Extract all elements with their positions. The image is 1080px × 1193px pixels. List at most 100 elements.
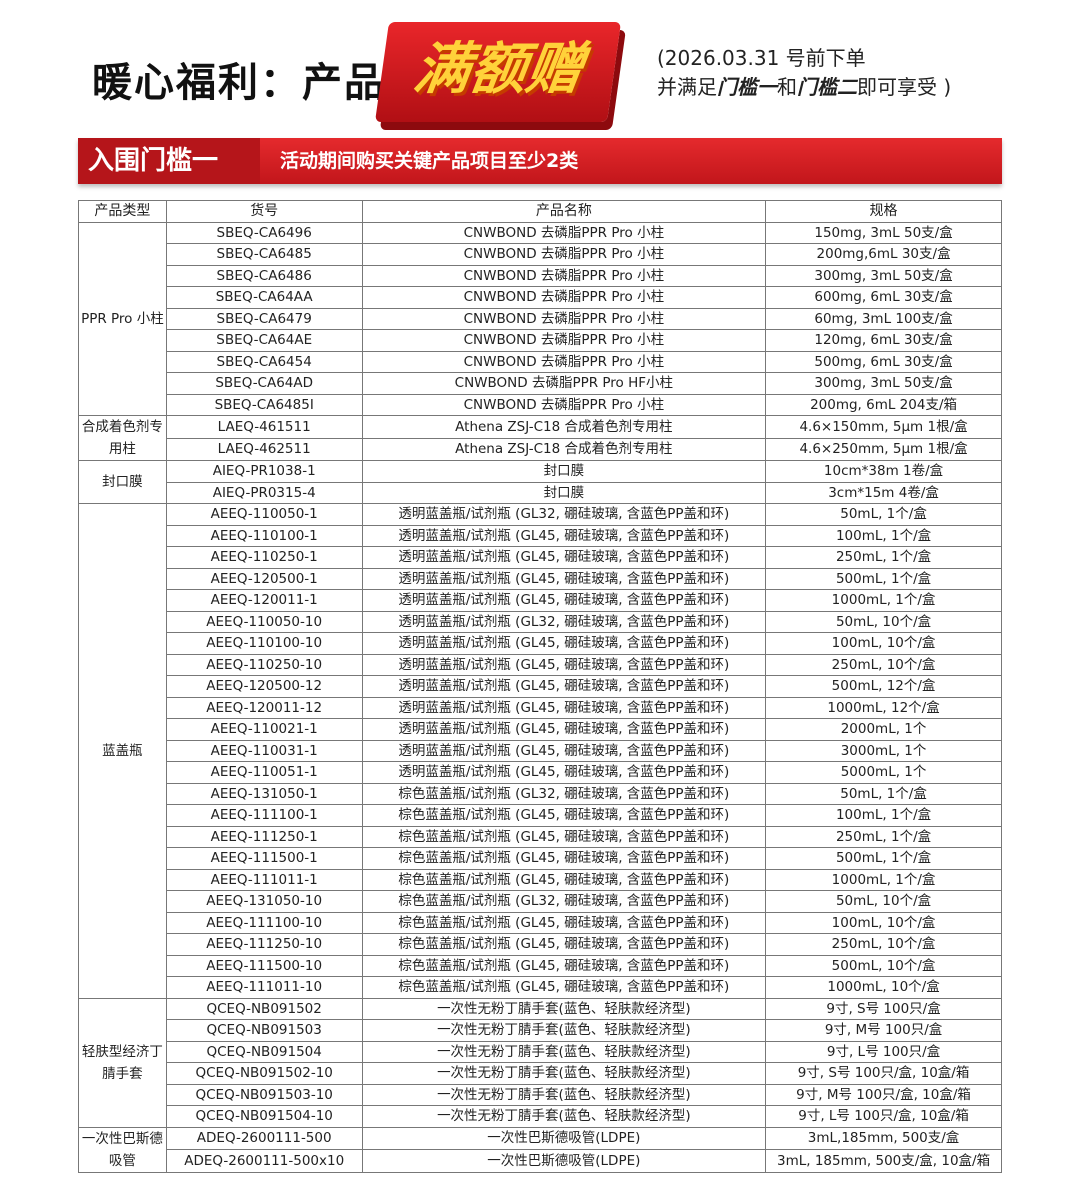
- table-row: SBEQ-CA6479 CNWBOND 去磷脂PPR Pro 小柱 60mg, 3m…: [79, 307, 1002, 330]
- table-row: AEEQ-111250-1 棕色蓝盖瓶/试剂瓶 (GL45, 硼硅玻璃, 含蓝色P…: [79, 825, 1002, 848]
- promo-logo: 满额赠: [374, 22, 622, 122]
- spec-cell: 9寸, M号 100只/盒: [765, 1019, 1002, 1042]
- table-row: AEEQ-110100-1 透明蓝盖瓶/试剂瓶 (GL45, 硼硅玻璃, 含蓝色P…: [79, 524, 1002, 547]
- table-row: AEEQ-111500-1 棕色蓝盖瓶/试剂瓶 (GL45, 硼硅玻璃, 含蓝色P…: [79, 847, 1002, 870]
- item-number-cell: SBEQ-CA64AA: [165, 286, 363, 309]
- product-name-cell: Athena ZSJ-C18 合成着色剂专用柱: [361, 415, 767, 439]
- product-name-cell: CNWBOND 去磷脂PPR Pro 小柱: [361, 307, 767, 330]
- product-name-cell: 棕色蓝盖瓶/试剂瓶 (GL45, 硼硅玻璃, 含蓝色PP盖和环): [361, 825, 767, 848]
- spec-cell: 9寸, L号 100只/盒, 10盒/箱: [765, 1105, 1002, 1128]
- table-row: SBEQ-CA64AA CNWBOND 去磷脂PPR Pro 小柱 600mg, 6…: [79, 286, 1002, 309]
- table-row: 轻肤型经济丁腈手套 QCEQ-NB091502 一次性无粉丁腈手套(蓝色、轻肤款经济…: [78, 997, 1002, 1128]
- table-row: AIEQ-PR0315-4 封口膜 3cm*15m 4卷/盒: [79, 481, 1002, 504]
- item-number-cell: AEEQ-120500-1: [165, 567, 363, 590]
- column-header: 规格: [765, 200, 1002, 223]
- note-text: 并满足: [657, 75, 717, 99]
- note-line-1: (2026.03.31 号前下单: [657, 46, 866, 70]
- threshold-one: 门槛一: [717, 75, 777, 99]
- table-row: QCEQ-NB091503 一次性无粉丁腈手套(蓝色、轻肤款经济型) 9寸, M号 …: [79, 1019, 1002, 1042]
- item-number-cell: QCEQ-NB091504-10: [165, 1105, 363, 1128]
- spec-cell: 200mg,6mL 30支/盒: [765, 243, 1002, 266]
- table-row: AEEQ-131050-1 棕色蓝盖瓶/试剂瓶 (GL32, 硼硅玻璃, 含蓝色P…: [79, 782, 1002, 805]
- item-number-cell: AEEQ-111250-10: [165, 933, 363, 956]
- table-row: AEEQ-110250-1 透明蓝盖瓶/试剂瓶 (GL45, 硼硅玻璃, 含蓝色P…: [79, 546, 1002, 569]
- product-type-cell: 一次性巴斯德吸管: [78, 1126, 167, 1173]
- item-number-cell: SBEQ-CA64AE: [165, 329, 363, 352]
- table-row: AEEQ-120011-1 透明蓝盖瓶/试剂瓶 (GL45, 硼硅玻璃, 含蓝色P…: [79, 589, 1002, 612]
- spec-cell: 100mL, 10个/盒: [765, 632, 1002, 655]
- note-line-2: 并满足门槛一和门槛二即可享受 ): [657, 73, 951, 102]
- table-row: SBEQ-CA6454 CNWBOND 去磷脂PPR Pro 小柱 500mg, 6…: [79, 350, 1002, 373]
- table-row: AEEQ-110031-1 透明蓝盖瓶/试剂瓶 (GL45, 硼硅玻璃, 含蓝色P…: [79, 739, 1002, 762]
- item-number-cell: AEEQ-110031-1: [165, 739, 363, 762]
- product-name-cell: 一次性无粉丁腈手套(蓝色、轻肤款经济型): [361, 1062, 767, 1085]
- spec-cell: 500mg, 6mL 30支/盒: [765, 350, 1002, 373]
- banner-tag: 入围门槛一: [78, 138, 260, 184]
- item-number-cell: AEEQ-110250-10: [165, 653, 363, 676]
- item-number-cell: SBEQ-CA6485I: [165, 393, 363, 416]
- spec-cell: 2000mL, 1个: [765, 718, 1002, 741]
- item-number-cell: AEEQ-110050-1: [165, 503, 363, 526]
- product-name-cell: 透明蓝盖瓶/试剂瓶 (GL45, 硼硅玻璃, 含蓝色PP盖和环): [361, 653, 767, 676]
- spec-cell: 50mL, 10个/盒: [765, 890, 1002, 913]
- product-name-cell: CNWBOND 去磷脂PPR Pro 小柱: [361, 221, 767, 244]
- spec-cell: 3mL,185mm, 500支/盒: [765, 1126, 1002, 1150]
- table-row: QCEQ-NB091504 一次性无粉丁腈手套(蓝色、轻肤款经济型) 9寸, L号 …: [79, 1040, 1002, 1063]
- threshold-banner: 入围门槛一 活动期间购买关键产品项目至少2类: [78, 138, 1002, 184]
- product-name-cell: 透明蓝盖瓶/试剂瓶 (GL45, 硼硅玻璃, 含蓝色PP盖和环): [361, 675, 767, 698]
- product-name-cell: 透明蓝盖瓶/试剂瓶 (GL45, 硼硅玻璃, 含蓝色PP盖和环): [361, 739, 767, 762]
- table-row: AEEQ-111500-10 棕色蓝盖瓶/试剂瓶 (GL45, 硼硅玻璃, 含蓝色…: [79, 954, 1002, 977]
- item-number-cell: AEEQ-111500-10: [165, 954, 363, 977]
- product-name-cell: Athena ZSJ-C18 合成着色剂专用柱: [361, 437, 767, 461]
- item-number-cell: AEEQ-111250-1: [165, 825, 363, 848]
- product-name-cell: CNWBOND 去磷脂PPR Pro 小柱: [361, 329, 767, 352]
- spec-cell: 4.6×150mm, 5μm 1根/盒: [765, 415, 1002, 439]
- table-row: AEEQ-111011-10 棕色蓝盖瓶/试剂瓶 (GL45, 硼硅玻璃, 含蓝色…: [79, 976, 1002, 999]
- item-number-cell: QCEQ-NB091504: [165, 1040, 363, 1063]
- table-row: ADEQ-2600111-500x10 一次性巴斯德吸管(LDPE) 3mL, 18…: [79, 1149, 1002, 1173]
- promo-text: 满额赠: [409, 37, 587, 102]
- product-name-cell: 棕色蓝盖瓶/试剂瓶 (GL32, 硼硅玻璃, 含蓝色PP盖和环): [361, 782, 767, 805]
- spec-cell: 1000mL, 10个/盒: [765, 976, 1002, 999]
- spec-cell: 1000mL, 1个/盒: [765, 868, 1002, 891]
- table-row: QCEQ-NB091503-10 一次性无粉丁腈手套(蓝色、轻肤款经济型) 9寸, …: [79, 1083, 1002, 1106]
- page-title: 暖心福利：产品: [92, 60, 386, 106]
- spec-cell: 250mL, 10个/盒: [765, 653, 1002, 676]
- spec-cell: 1000mL, 12个/盒: [765, 696, 1002, 719]
- table-row: SBEQ-CA64AD CNWBOND 去磷脂PPR Pro HF小柱 300mg,…: [79, 372, 1002, 395]
- table-row: QCEQ-NB091502-10 一次性无粉丁腈手套(蓝色、轻肤款经济型) 9寸, …: [79, 1062, 1002, 1085]
- threshold-two: 门槛二: [797, 75, 857, 99]
- product-name-cell: 棕色蓝盖瓶/试剂瓶 (GL45, 硼硅玻璃, 含蓝色PP盖和环): [361, 933, 767, 956]
- spec-cell: 9寸, S号 100只/盒, 10盒/箱: [765, 1062, 1002, 1085]
- spec-cell: 3mL, 185mm, 500支/盒, 10盒/箱: [765, 1149, 1002, 1173]
- item-number-cell: AEEQ-120011-1: [165, 589, 363, 612]
- spec-cell: 100mL, 1个/盒: [765, 524, 1002, 547]
- table-row: LAEQ-462511 Athena ZSJ-C18 合成着色剂专用柱 4.6×25…: [79, 437, 1002, 461]
- product-name-cell: 一次性无粉丁腈手套(蓝色、轻肤款经济型): [361, 1019, 767, 1042]
- product-type-cell: 合成着色剂专用柱: [78, 415, 167, 461]
- table-header: 产品类型 货号 产品名称 规格: [78, 200, 1002, 223]
- spec-cell: 500mL, 10个/盒: [765, 954, 1002, 977]
- table-row: AEEQ-120500-1 透明蓝盖瓶/试剂瓶 (GL45, 硼硅玻璃, 含蓝色P…: [79, 567, 1002, 590]
- spec-cell: 60mg, 3mL 100支/盒: [765, 307, 1002, 330]
- table-row: AEEQ-111011-1 棕色蓝盖瓶/试剂瓶 (GL45, 硼硅玻璃, 含蓝色P…: [79, 868, 1002, 891]
- spec-cell: 300mg, 3mL 50支/盒: [765, 372, 1002, 395]
- table-row: AEEQ-111250-10 棕色蓝盖瓶/试剂瓶 (GL45, 硼硅玻璃, 含蓝色…: [79, 933, 1002, 956]
- spec-cell: 600mg, 6mL 30支/盒: [765, 286, 1002, 309]
- product-name-cell: 一次性无粉丁腈手套(蓝色、轻肤款经济型): [361, 1040, 767, 1063]
- table-row: AEEQ-110051-1 透明蓝盖瓶/试剂瓶 (GL45, 硼硅玻璃, 含蓝色P…: [79, 761, 1002, 784]
- item-number-cell: SBEQ-CA64AD: [165, 372, 363, 395]
- table-row: AEEQ-110100-10 透明蓝盖瓶/试剂瓶 (GL45, 硼硅玻璃, 含蓝色…: [79, 632, 1002, 655]
- product-name-cell: 透明蓝盖瓶/试剂瓶 (GL32, 硼硅玻璃, 含蓝色PP盖和环): [361, 610, 767, 633]
- table-row: SBEQ-CA6485I CNWBOND 去磷脂PPR Pro 小柱 200mg, …: [79, 393, 1002, 416]
- product-name-cell: CNWBOND 去磷脂PPR Pro 小柱: [361, 393, 767, 416]
- spec-cell: 9寸, M号 100只/盒, 10盒/箱: [765, 1083, 1002, 1106]
- product-name-cell: 透明蓝盖瓶/试剂瓶 (GL45, 硼硅玻璃, 含蓝色PP盖和环): [361, 589, 767, 612]
- item-number-cell: AEEQ-110051-1: [165, 761, 363, 784]
- table-row: QCEQ-NB091504-10 一次性无粉丁腈手套(蓝色、轻肤款经济型) 9寸, …: [79, 1105, 1002, 1128]
- product-name-cell: 棕色蓝盖瓶/试剂瓶 (GL45, 硼硅玻璃, 含蓝色PP盖和环): [361, 976, 767, 999]
- product-name-cell: CNWBOND 去磷脂PPR Pro 小柱: [361, 243, 767, 266]
- product-name-cell: 棕色蓝盖瓶/试剂瓶 (GL45, 硼硅玻璃, 含蓝色PP盖和环): [361, 868, 767, 891]
- spec-cell: 250mL, 1个/盒: [765, 825, 1002, 848]
- table-row: AEEQ-110050-10 透明蓝盖瓶/试剂瓶 (GL32, 硼硅玻璃, 含蓝色…: [79, 610, 1002, 633]
